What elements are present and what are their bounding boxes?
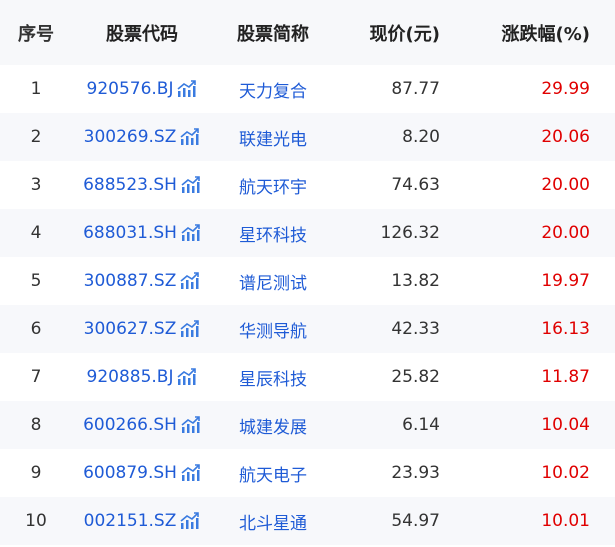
stock-code-link[interactable]: 300627.SZ	[83, 319, 177, 339]
stock-code-link[interactable]: 002151.SZ	[83, 511, 177, 531]
row-index: 8	[30, 415, 42, 435]
chart-trend-icon[interactable]	[177, 80, 197, 98]
price: 23.93	[391, 463, 440, 483]
header-name: 股票简称	[237, 23, 309, 45]
row-index: 2	[30, 127, 42, 147]
row-index: 6	[30, 319, 42, 339]
row-index: 7	[30, 367, 42, 387]
chart-trend-icon[interactable]	[181, 464, 201, 482]
price: 6.14	[402, 415, 440, 435]
price: 54.97	[391, 511, 440, 531]
table-row[interactable]: 10 002151.SZ 北斗星通 54.97 10.01	[0, 497, 615, 545]
change-percent: 20.00	[541, 175, 590, 195]
change-percent: 10.04	[541, 415, 590, 435]
chart-trend-icon[interactable]	[180, 512, 200, 530]
chart-trend-icon[interactable]	[181, 416, 201, 434]
chart-trend-icon[interactable]	[180, 128, 200, 146]
stock-code-link[interactable]: 920576.BJ	[86, 79, 174, 99]
price: 8.20	[402, 127, 440, 147]
stock-code-link[interactable]: 920885.BJ	[86, 367, 174, 387]
row-index: 4	[30, 223, 42, 243]
row-index: 5	[30, 271, 42, 291]
stock-name-link[interactable]: 航天电子	[239, 465, 307, 486]
table-row[interactable]: 9 600879.SH 航天电子 23.93 10.02	[0, 449, 615, 497]
stock-name-link[interactable]: 联建光电	[239, 129, 307, 150]
row-index: 3	[30, 175, 42, 195]
stock-name-link[interactable]: 城建发展	[239, 417, 307, 438]
stock-name-link[interactable]: 天力复合	[239, 81, 307, 102]
price: 13.82	[391, 271, 440, 291]
stock-name-link[interactable]: 华测导航	[239, 321, 307, 342]
change-percent: 19.97	[541, 271, 590, 291]
price: 126.32	[380, 223, 440, 243]
table-row[interactable]: 8 600266.SH 城建发展 6.14 10.04	[0, 401, 615, 449]
stock-code-link[interactable]: 300887.SZ	[83, 271, 177, 291]
stock-name-link[interactable]: 北斗星通	[239, 513, 307, 534]
price: 87.77	[391, 79, 440, 99]
change-percent: 10.02	[541, 463, 590, 483]
row-index: 10	[25, 511, 47, 531]
price: 42.33	[391, 319, 440, 339]
change-percent: 20.06	[541, 127, 590, 147]
stock-code-link[interactable]: 688523.SH	[83, 175, 177, 195]
stock-name-link[interactable]: 星辰科技	[239, 369, 307, 390]
table-row[interactable]: 5 300887.SZ 谱尼测试 13.82 19.97	[0, 257, 615, 305]
change-percent: 11.87	[541, 367, 590, 387]
table-row[interactable]: 3 688523.SH 航天环宇 74.63 20.00	[0, 161, 615, 209]
table-row[interactable]: 6 300627.SZ 华测导航 42.33 16.13	[0, 305, 615, 353]
row-index: 1	[30, 79, 42, 99]
change-percent: 29.99	[541, 79, 590, 99]
stock-code-link[interactable]: 600879.SH	[83, 463, 177, 483]
header-code: 股票代码	[106, 23, 178, 45]
stock-name-link[interactable]: 星环科技	[239, 225, 307, 246]
stock-name-link[interactable]: 航天环宇	[239, 177, 307, 198]
table-row[interactable]: 1 920576.BJ 天力复合 87.77 29.99	[0, 65, 615, 113]
table-row[interactable]: 4 688031.SH 星环科技 126.32 20.00	[0, 209, 615, 257]
table-header: 序号 股票代码 股票简称 现价(元) 涨跌幅(%)	[0, 0, 615, 65]
row-index: 9	[30, 463, 42, 483]
stock-code-link[interactable]: 300269.SZ	[83, 127, 177, 147]
chart-trend-icon[interactable]	[177, 368, 197, 386]
change-percent: 16.13	[541, 319, 590, 339]
stock-code-link[interactable]: 600266.SH	[83, 415, 177, 435]
chart-trend-icon[interactable]	[180, 320, 200, 338]
stock-code-link[interactable]: 688031.SH	[83, 223, 177, 243]
price: 25.82	[391, 367, 440, 387]
table-row[interactable]: 7 920885.BJ 星辰科技 25.82 11.87	[0, 353, 615, 401]
table-row[interactable]: 2 300269.SZ 联建光电 8.20 20.06	[0, 113, 615, 161]
header-change: 涨跌幅(%)	[501, 23, 591, 45]
chart-trend-icon[interactable]	[180, 272, 200, 290]
change-percent: 10.01	[541, 511, 590, 531]
stock-name-link[interactable]: 谱尼测试	[239, 273, 307, 294]
chart-trend-icon[interactable]	[181, 224, 201, 242]
header-index: 序号	[18, 23, 54, 45]
change-percent: 20.00	[541, 223, 590, 243]
chart-trend-icon[interactable]	[181, 176, 201, 194]
header-price: 现价(元)	[369, 23, 440, 45]
price: 74.63	[391, 175, 440, 195]
